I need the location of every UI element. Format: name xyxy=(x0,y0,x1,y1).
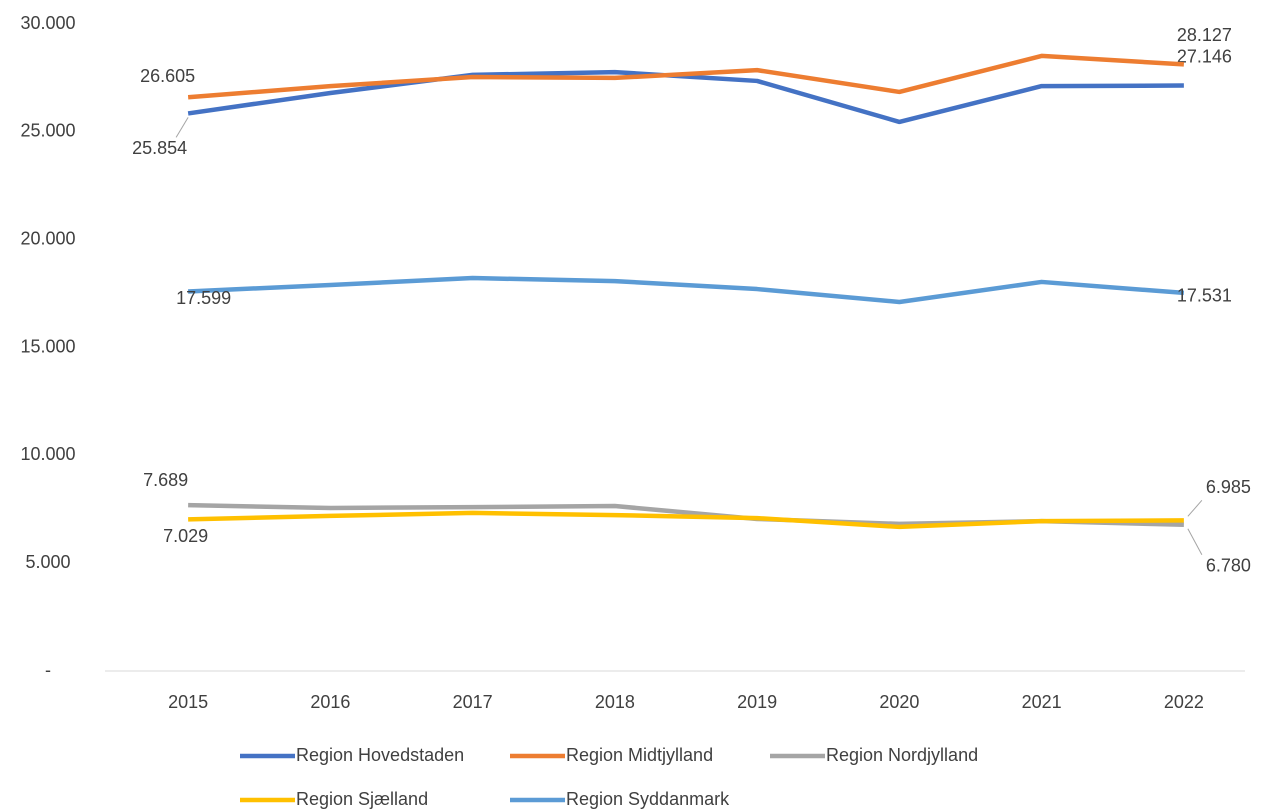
y-tick-label: 25.000 xyxy=(20,121,75,141)
x-tick-label: 2015 xyxy=(168,692,208,712)
x-tick-label: 2019 xyxy=(737,692,777,712)
data-label: 6.985 xyxy=(1206,477,1251,497)
leader-line xyxy=(175,117,189,138)
x-tick-label: 2020 xyxy=(879,692,919,712)
series-line xyxy=(187,69,1184,125)
data-label: 17.531 xyxy=(1177,286,1232,306)
data-label: 7.689 xyxy=(143,470,188,490)
y-tick-label: 10.000 xyxy=(20,444,75,464)
y-tick-label: 30.000 xyxy=(20,13,75,33)
x-tick-label: 2017 xyxy=(453,692,493,712)
series-line xyxy=(187,53,1185,100)
data-label: 25.854 xyxy=(132,138,187,158)
data-label: 26.605 xyxy=(140,66,195,86)
series-line xyxy=(188,275,1185,305)
legend-label: Region Midtjylland xyxy=(566,745,713,765)
y-tick-label: - xyxy=(45,660,51,680)
legend-label: Region Hovedstaden xyxy=(296,745,464,765)
y-tick-label: 5.000 xyxy=(25,552,70,572)
x-tick-label: 2016 xyxy=(310,692,350,712)
leader-line xyxy=(1187,528,1203,556)
legend-label: Region Nordjylland xyxy=(826,745,978,765)
data-label: 6.780 xyxy=(1206,556,1251,576)
x-tick-label: 2021 xyxy=(1022,692,1062,712)
data-label: 7.029 xyxy=(163,526,208,546)
y-tick-label: 20.000 xyxy=(20,228,75,248)
legend-label: Region Sjælland xyxy=(296,789,428,809)
y-tick-label: 15.000 xyxy=(20,336,75,356)
x-tick-label: 2022 xyxy=(1164,692,1204,712)
data-label: 27.146 xyxy=(1177,46,1232,66)
series-line xyxy=(188,510,1184,530)
data-label: 17.599 xyxy=(176,288,231,308)
x-tick-label: 2018 xyxy=(595,692,635,712)
data-label: 28.127 xyxy=(1177,25,1232,45)
legend-label: Region Syddanmark xyxy=(566,789,730,809)
leader-line xyxy=(1187,500,1203,517)
